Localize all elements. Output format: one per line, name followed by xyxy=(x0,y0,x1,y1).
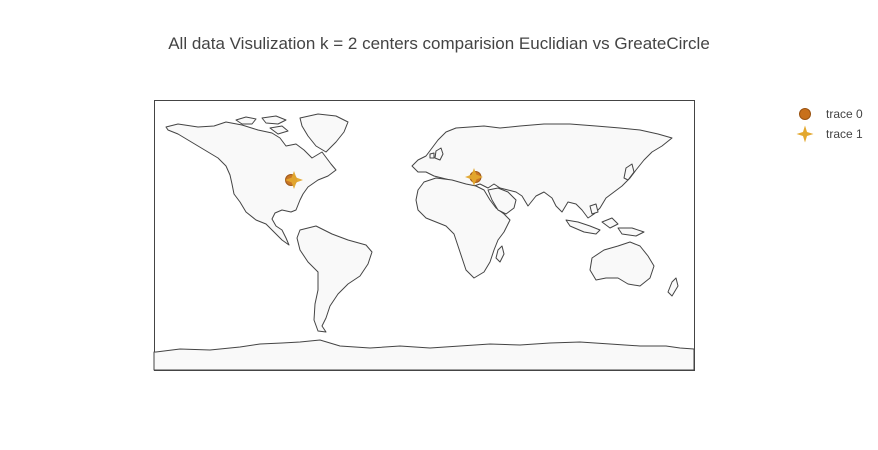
land-layer xyxy=(153,113,695,371)
new-zealand xyxy=(667,277,679,297)
arctic-islands xyxy=(235,115,289,135)
south-america-landmass xyxy=(296,225,373,333)
greenland-landmass xyxy=(299,113,349,153)
legend-label: trace 0 xyxy=(826,107,863,121)
trace-1-point[interactable] xyxy=(465,168,483,186)
africa-landmass xyxy=(415,177,511,279)
trace-1-point[interactable] xyxy=(285,171,303,189)
north-america-landmass xyxy=(165,121,337,246)
legend: trace 0 trace 1 xyxy=(790,104,863,144)
circle-marker-icon xyxy=(799,108,811,120)
legend-label: trace 1 xyxy=(826,127,863,141)
trace-points-layer xyxy=(285,168,483,189)
antarctica-landmass xyxy=(153,339,695,371)
legend-item-trace-1[interactable]: trace 1 xyxy=(790,124,863,144)
british-isles xyxy=(429,147,444,161)
japan xyxy=(623,163,635,181)
australia-landmass xyxy=(589,241,655,287)
legend-item-trace-0[interactable]: trace 0 xyxy=(790,104,863,124)
southeast-asia-islands xyxy=(565,203,645,237)
arabian-peninsula xyxy=(487,187,517,215)
star-marker-icon xyxy=(796,125,814,143)
madagascar xyxy=(495,245,505,263)
chart-title: All data Visulization k = 2 centers comp… xyxy=(168,34,710,53)
